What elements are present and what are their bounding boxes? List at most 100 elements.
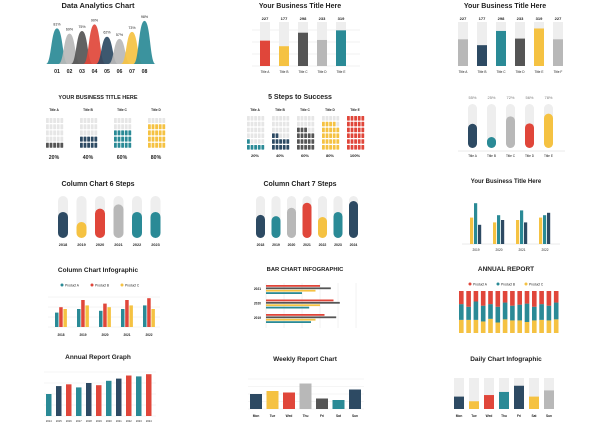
chart6-tick-4: 2022	[133, 243, 141, 247]
chart9-tick-4: 2022	[145, 333, 152, 337]
chart14-bar-5	[529, 396, 539, 409]
chart7-title: Column Chart 7 Steps	[263, 181, 336, 188]
chart4-cell-2-1-4	[311, 121, 315, 127]
chart4-cell-3-2-0	[322, 127, 325, 133]
chart4-cell-1-1-4	[286, 121, 290, 127]
chart11-seg-9-0	[524, 291, 530, 304]
chart8-bar-1-1	[497, 215, 501, 244]
chart5-track-1	[487, 104, 496, 148]
chart4-cell-2-4-1	[300, 139, 304, 144]
chart4-cell-1-4-3	[282, 139, 286, 144]
chart11-seg-11-2	[539, 319, 544, 333]
chart3-cell-0-1-0	[46, 124, 49, 130]
chart4-cell-3-1-4	[336, 121, 340, 127]
chart11-seg-3-1	[480, 305, 486, 322]
chart8-bar-0-1	[474, 203, 478, 244]
chart4-cell-4-5-3	[357, 145, 361, 150]
chart9-bar-3-0	[121, 309, 125, 327]
chart4-data-label-4: 100%	[350, 153, 361, 158]
chart4-cell-2-0-2	[304, 116, 307, 121]
chart11-seg-7-0	[510, 291, 515, 306]
chart3-cell-1-1-4	[94, 124, 98, 130]
chart12-bar-1	[56, 386, 62, 416]
chart13-bar-4	[316, 398, 328, 409]
chart3-cell-2-2-0	[114, 130, 117, 136]
chart6-tick-5: 2023	[151, 243, 159, 247]
chart11-title: ANNUAL REPORT	[478, 266, 534, 273]
chart8-bar-3-1	[543, 215, 547, 244]
chart4-cell-2-0-0	[297, 116, 300, 121]
chart4-cell-0-3-1	[250, 133, 254, 138]
chart14-title: Daily Chart Infographic	[470, 356, 542, 363]
chart14-tick-2: Wed	[486, 414, 493, 418]
chart4-cell-1-5-4	[286, 145, 290, 150]
chart4-cell-0-0-3	[257, 116, 261, 121]
chart10-bar-1-3	[266, 306, 310, 309]
chart0-data-label-7: 98%	[141, 15, 149, 19]
chart3-cell-1-3-1	[83, 136, 87, 142]
chart11-seg-8-0	[517, 291, 522, 305]
chart3-cell-1-2-1	[83, 130, 87, 136]
chart8-bar-3-0	[539, 217, 543, 244]
chart8-bar-1-0	[493, 222, 497, 244]
chart2-data-label-4: 319	[536, 16, 543, 21]
chart13-tick-0: Mon	[253, 414, 260, 418]
chart10-bar-2-2	[266, 318, 316, 321]
chart4-cell-4-4-2	[354, 139, 357, 144]
chart7-tick-6: 2024	[350, 243, 358, 247]
chart4-cell-2-5-3	[307, 145, 311, 150]
chart4-cell-1-0-4	[286, 116, 290, 121]
chart4-cell-3-3-3	[332, 133, 336, 138]
chart10-bar-2-3	[266, 321, 311, 323]
chart5-tick-2: Title C	[506, 154, 516, 158]
chart11-legend-dot-2	[524, 282, 528, 286]
chart0-data-label-4: 62%	[103, 31, 111, 35]
chart4-cell-1-4-1	[275, 139, 279, 144]
chart4-cell-3-3-1	[325, 133, 329, 138]
chart0-data-label-1: 69%	[66, 28, 74, 32]
chart3-cell-2-0-4	[128, 118, 132, 123]
chart3-cell-0-1-2	[53, 124, 56, 130]
chart4-cell-1-5-0	[272, 145, 275, 150]
chart4-cell-2-5-4	[311, 145, 315, 150]
chart0-data-label-2: 75%	[78, 25, 86, 29]
chart7-bar-6	[349, 201, 358, 238]
chart9-tick-1: 2019	[79, 333, 86, 337]
chart11-seg-0-1	[459, 304, 464, 320]
chart10-tick-2: 2019	[254, 316, 261, 320]
chart3-cell-2-1-3	[124, 124, 128, 130]
chart4-cell-4-0-4	[361, 116, 365, 121]
chart14-tick-1: Tue	[471, 414, 477, 418]
chart4-cell-1-2-0	[272, 127, 275, 133]
chart2-tick-4: Title E	[535, 70, 544, 74]
chart3-cell-2-1-0	[114, 124, 117, 130]
chart7-bar-4	[318, 217, 327, 238]
chart13-bar-2	[283, 392, 295, 409]
chart0-title: Data Analytics Chart	[61, 1, 135, 10]
chart11-seg-3-0	[480, 291, 486, 306]
chart11-seg-4-0	[488, 291, 493, 305]
chart4-cell-2-1-0	[297, 121, 300, 127]
chart11-seg-13-0	[553, 291, 559, 303]
chart4-cell-0-0-2	[254, 116, 257, 121]
chart12-tick-0: 2014	[46, 419, 52, 423]
chart3-tick-1: Title B	[83, 108, 93, 112]
chart3-cell-0-2-2	[53, 130, 56, 136]
chart9-bar-4-2	[151, 309, 155, 327]
chart10-tick-1: 2020	[254, 302, 261, 306]
chart8-tick-2: 2021	[518, 248, 525, 252]
chart4-cell-2-1-2	[304, 121, 307, 127]
chart11-legend-label-0: Product A	[473, 283, 488, 287]
chart10-bar-2-0	[266, 314, 325, 316]
chart3-cell-3-4-3	[158, 142, 162, 148]
chart11-seg-6-0	[502, 291, 508, 303]
chart4-cell-2-4-3	[307, 139, 311, 144]
chart4-cell-0-1-1	[250, 121, 254, 127]
chart4-cell-0-0-1	[250, 116, 254, 121]
chart4-cell-1-2-3	[282, 127, 286, 133]
chart4-cell-3-0-4	[336, 116, 340, 121]
chart11-legend-label-1: Product B	[501, 283, 515, 287]
chart3-cell-1-2-2	[87, 130, 90, 136]
chart11-seg-10-1	[532, 306, 537, 321]
chart4-cell-0-1-4	[261, 121, 265, 127]
